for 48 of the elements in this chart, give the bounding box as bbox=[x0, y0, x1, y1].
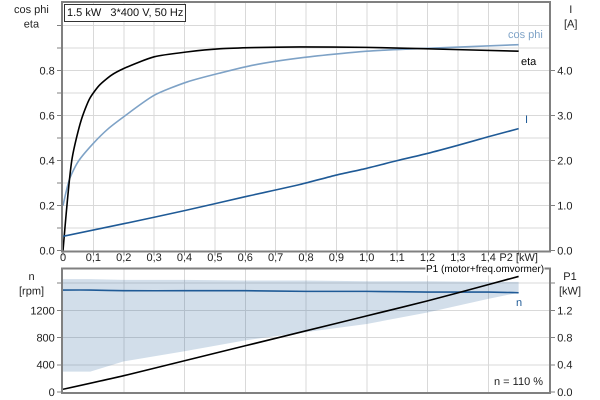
chart-title: 1.5 kW 3*400 V, 50 Hz bbox=[67, 7, 184, 19]
y2-tick-label: 4.0 bbox=[557, 65, 572, 78]
series-label: cos phi bbox=[508, 29, 543, 41]
annotation: n = 110 % bbox=[494, 376, 544, 388]
series-label: eta bbox=[521, 56, 538, 68]
y-tick-label: 400 bbox=[36, 360, 55, 372]
line-series bbox=[63, 44, 520, 206]
line-series bbox=[63, 128, 520, 238]
x-tick-label: 1,4 bbox=[480, 252, 496, 264]
y-tick-label: 800 bbox=[36, 332, 55, 344]
line-series bbox=[63, 46, 520, 251]
series-label: I bbox=[525, 114, 528, 126]
x-tick-label: 0,9 bbox=[328, 252, 344, 264]
y-tick-label: 0 bbox=[48, 386, 55, 399]
x-tick-label: 0 bbox=[60, 252, 66, 264]
x-tick-label: 0,7 bbox=[268, 252, 284, 264]
y-axis-title: n [rpm] bbox=[19, 271, 44, 298]
x-tick-label: 0,4 bbox=[176, 252, 192, 264]
y2-tick-label: 2.0 bbox=[557, 155, 572, 168]
y2-tick-label: 0.0 bbox=[557, 246, 572, 258]
x-tick-label: 0,1 bbox=[86, 252, 102, 264]
y2-axis-title: I [A] bbox=[564, 4, 578, 30]
x-tick-label: 0,8 bbox=[298, 252, 314, 264]
y-tick-label: 0.2 bbox=[40, 200, 55, 213]
x-tick-label: 0,5 bbox=[207, 252, 223, 264]
y-tick-label: 0.8 bbox=[40, 65, 55, 78]
y2-tick-label: 3.0 bbox=[557, 110, 572, 122]
x-tick-label: 0,3 bbox=[146, 252, 162, 264]
series-label: P1 (motor+freq.omvormer) bbox=[426, 264, 544, 275]
x-tick-label: 1,2 bbox=[420, 252, 436, 264]
y-tick-label: 1200 bbox=[30, 305, 55, 318]
x-tick-label: 0,2 bbox=[116, 252, 132, 264]
y-axis-title: cos phi eta bbox=[14, 4, 49, 30]
y2-tick-label: 1.0 bbox=[557, 200, 572, 213]
x-tick-label: P2 [kW] bbox=[499, 252, 538, 264]
x-tick-label: 1,3 bbox=[450, 252, 466, 264]
y2-tick-label: 0.0 bbox=[557, 386, 572, 399]
y2-tick-label: 1.2 bbox=[557, 305, 572, 318]
y2-tick-label: 0.8 bbox=[557, 332, 572, 344]
series-label: n bbox=[516, 297, 522, 309]
y-tick-label: 0.6 bbox=[40, 110, 55, 122]
y2-tick-label: 0.4 bbox=[557, 360, 572, 372]
y2-axis-title: P1 [kW] bbox=[559, 271, 581, 298]
y-tick-label: 0.4 bbox=[40, 155, 55, 168]
x-tick-label: 0,6 bbox=[238, 252, 253, 264]
x-tick-label: 1,0 bbox=[359, 252, 374, 264]
y-tick-label: 0.0 bbox=[40, 246, 55, 258]
x-tick-label: 1,1 bbox=[389, 252, 405, 264]
